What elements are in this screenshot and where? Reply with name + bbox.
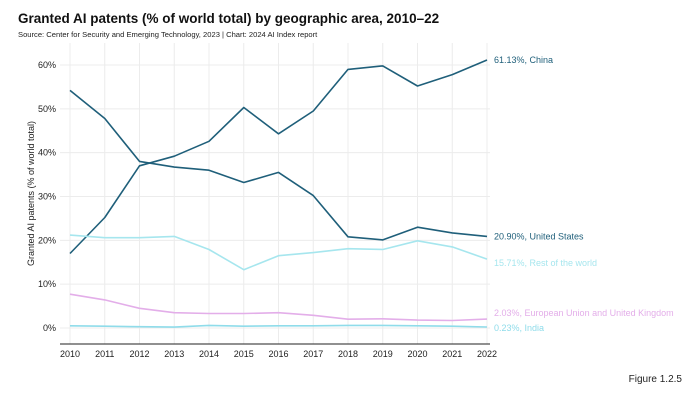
y-axis-ticks: 0% 10% 20% 30% 40% 50% 60% <box>38 60 56 333</box>
x-tick-label: 2015 <box>234 349 254 359</box>
figure-label: Figure 1.2.5 <box>628 374 682 385</box>
y-tick-label: 40% <box>38 148 56 158</box>
x-tick-label: 2011 <box>95 349 114 359</box>
x-tick-label: 2018 <box>338 349 358 359</box>
series-line-india <box>69 324 488 328</box>
y-tick-label: 0% <box>43 323 56 333</box>
series-line-china <box>69 59 488 255</box>
x-tick-label: 2021 <box>442 349 462 359</box>
y-axis-label: Granted AI patents (% of world total) <box>26 121 36 266</box>
y-tick-label: 30% <box>38 192 56 202</box>
x-tick-label: 2013 <box>164 349 184 359</box>
chart-source: Source: Center for Security and Emerging… <box>18 30 318 39</box>
x-tick-label: 2012 <box>129 349 149 359</box>
end-label-rest-of-the-world: 15.71%, Rest of the world <box>494 258 597 268</box>
y-tick-label: 10% <box>38 279 56 289</box>
end-label-china: 61.13%, China <box>494 55 553 65</box>
series-line-european-union-and-united-kingdom <box>69 293 488 322</box>
end-label-european-union-and-united-kingdom: 2.03%, European Union and United Kingdom <box>494 308 674 318</box>
x-tick-label: 2019 <box>373 349 393 359</box>
x-tick-label: 2014 <box>199 349 219 359</box>
x-tick-label: 2020 <box>407 349 427 359</box>
series-line-rest-of-the-world <box>69 234 488 271</box>
end-label-india: 0.23%, India <box>494 323 544 333</box>
series-lines <box>69 59 488 328</box>
x-tick-label: 2016 <box>268 349 288 359</box>
chart-title: Granted AI patents (% of world total) by… <box>18 11 440 26</box>
x-axis-ticks: 2010 2011 2012 2013 2014 2015 2016 2017 2018 2019… <box>60 349 497 359</box>
x-tick-label: 2017 <box>303 349 323 359</box>
end-labels: 61.13%, China 20.90%, United States 15.71%… <box>494 55 674 333</box>
series-line-united-states <box>69 89 488 241</box>
y-tick-label: 60% <box>38 60 56 70</box>
y-tick-label: 50% <box>38 104 56 114</box>
x-tick-label: 2022 <box>477 349 497 359</box>
end-label-united-states: 20.90%, United States <box>494 231 584 241</box>
y-tick-label: 20% <box>38 235 56 245</box>
x-tick-label: 2010 <box>60 349 80 359</box>
grid-lines <box>60 43 490 344</box>
